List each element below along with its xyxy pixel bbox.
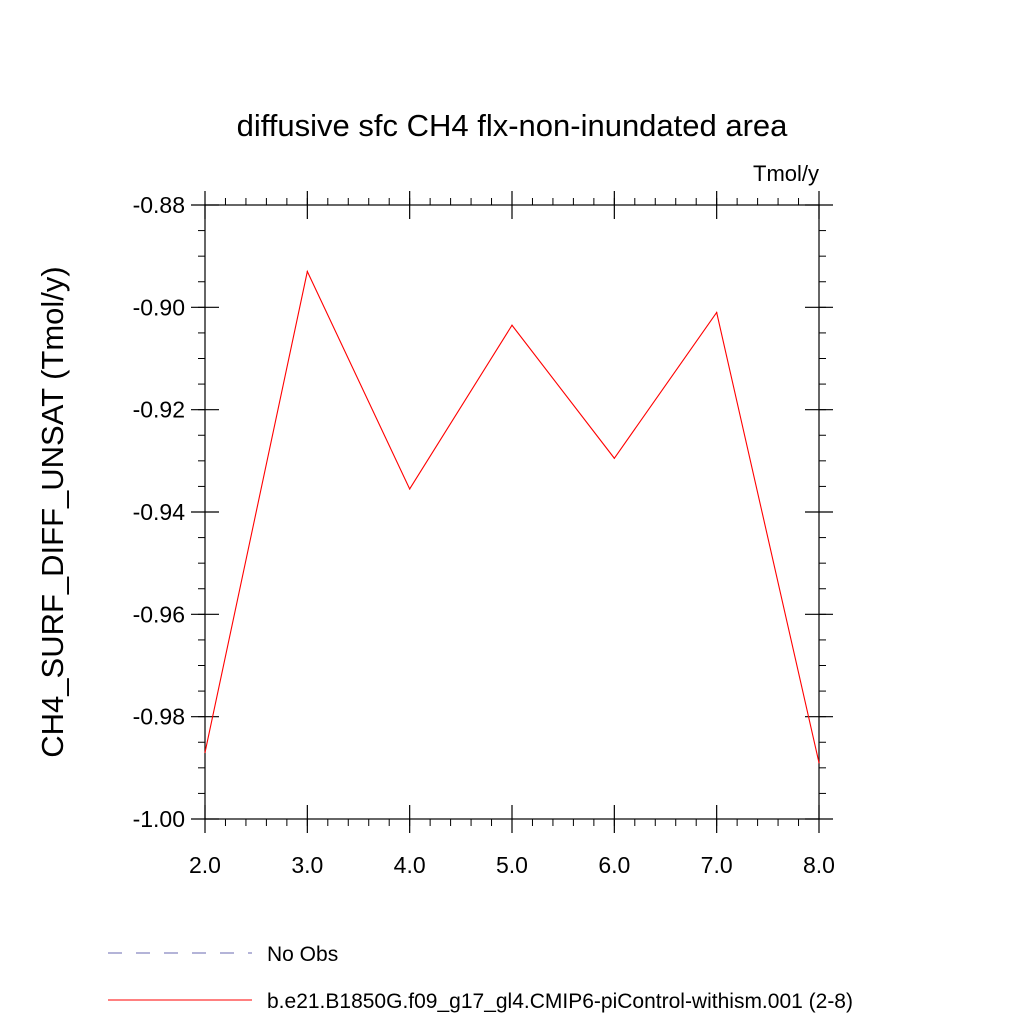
y-tick-label: -0.92	[133, 397, 185, 423]
x-tick-label: 8.0	[803, 852, 835, 878]
series-layer	[204, 269, 820, 764]
x-tick-label: 4.0	[394, 852, 426, 878]
legend-label-no-obs: No Obs	[267, 943, 338, 966]
x-tick-label: 3.0	[291, 852, 323, 878]
data-point	[409, 488, 411, 490]
data-point	[613, 457, 615, 459]
data-point	[818, 762, 820, 764]
data-point	[511, 324, 513, 326]
x-tick-label: 2.0	[189, 852, 221, 878]
data-point	[716, 311, 718, 314]
y-tick-label: -0.88	[133, 192, 185, 218]
legend-label-model-run: b.e21.B1850G.f09_g17_gl4.CMIP6-piControl…	[267, 990, 853, 1013]
x-tick-labels: 2.0 3.0 4.0 5.0 6.0 7.0 8.0	[189, 852, 835, 878]
y-tick-label: -0.90	[133, 294, 185, 320]
y-axis-label: CH4_SURF_DIFF_UNSAT (Tmol/y)	[35, 266, 70, 757]
chart-title: diffusive sfc CH4 flx-non-inundated area	[237, 108, 789, 143]
series-line-1	[204, 269, 820, 763]
x-tick-label: 5.0	[496, 852, 528, 878]
major-ticks	[191, 191, 833, 833]
data-point	[306, 270, 308, 273]
y-tick-label: -0.98	[133, 704, 185, 730]
x-tick-label: 6.0	[598, 852, 630, 878]
data-point	[204, 751, 206, 754]
plot-frame	[204, 204, 820, 820]
y-tick-label: -1.00	[133, 806, 185, 832]
units-label: Tmol/y	[753, 161, 819, 186]
y-tick-label: -0.96	[133, 601, 185, 627]
minor-ticks	[198, 198, 826, 826]
x-tick-label: 7.0	[701, 852, 733, 878]
y-tick-label: -0.94	[133, 499, 186, 525]
y-tick-labels: -1.00 -0.98 -0.96 -0.94 -0.92 -0.90 -0.88	[133, 192, 186, 832]
legend: No Obs b.e21.B1850G.f09_g17_gl4.CMIP6-pi…	[108, 943, 853, 1013]
